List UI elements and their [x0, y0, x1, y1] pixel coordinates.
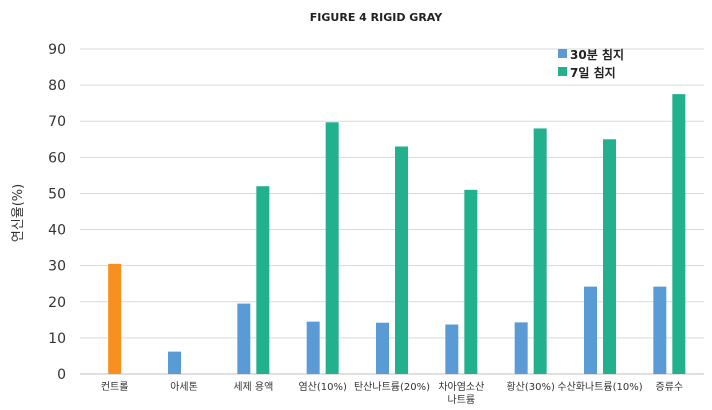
bar-series-1: [168, 351, 181, 374]
y-tick-label: 90: [48, 42, 66, 58]
bar-series-2: [672, 94, 686, 374]
bar-series-2: [464, 189, 478, 374]
y-tick-label: 80: [48, 78, 66, 94]
legend-swatch: [558, 49, 567, 58]
bar-control: [108, 263, 122, 374]
bar-series-1: [237, 303, 251, 374]
bars: [108, 94, 686, 374]
x-tick-label: 아세톤: [170, 381, 198, 393]
x-tick-label: 차아염소산: [438, 381, 484, 393]
bar-series-2: [603, 139, 616, 374]
legend: 30분 침지 7일 침지: [558, 47, 624, 80]
y-axis-ticks: 0 10 20 30 40 50 60 70 80 90: [48, 42, 66, 383]
bar-series-1: [376, 322, 389, 374]
grid-lines: [80, 48, 704, 375]
legend-label: 7일 침지: [570, 65, 616, 80]
legend-swatch: [558, 67, 567, 76]
x-tick-label: 황산(30%): [506, 381, 555, 393]
x-tick-label: 탄산나트륨(20%): [354, 381, 430, 393]
bar-series-1: [584, 286, 597, 374]
bar-series-1: [653, 286, 667, 374]
y-tick-label: 20: [48, 295, 66, 311]
bar-series-1: [445, 324, 459, 374]
legend-label: 30분 침지: [570, 47, 624, 62]
y-tick-label: 10: [48, 331, 66, 347]
bar-series-2: [256, 186, 270, 374]
x-tick-label: 수산화나트륨(10%): [557, 381, 642, 393]
x-tick-label: 컨트롤: [101, 381, 129, 393]
bar-series-2: [325, 122, 339, 374]
bar-series-2: [395, 146, 408, 374]
chart-title: FIGURE 4 RIGID GRAY: [310, 11, 443, 24]
y-tick-label: 30: [48, 259, 66, 275]
y-tick-label: 50: [48, 186, 66, 202]
x-tick-label: 나트륨: [448, 394, 476, 406]
x-tick-label: 증류수: [656, 381, 684, 393]
y-tick-label: 60: [48, 150, 66, 166]
y-axis-label: 연신율(%): [11, 184, 26, 242]
y-tick-label: 0: [57, 367, 66, 383]
x-tick-label: 세제 용액: [233, 381, 273, 393]
y-tick-label: 40: [48, 223, 66, 239]
y-tick-label: 70: [48, 114, 66, 130]
x-tick-label: 염산(10%): [298, 381, 347, 393]
bar-series-1: [514, 322, 528, 374]
bar-series-2: [533, 128, 547, 374]
bar-series-1: [306, 321, 320, 374]
